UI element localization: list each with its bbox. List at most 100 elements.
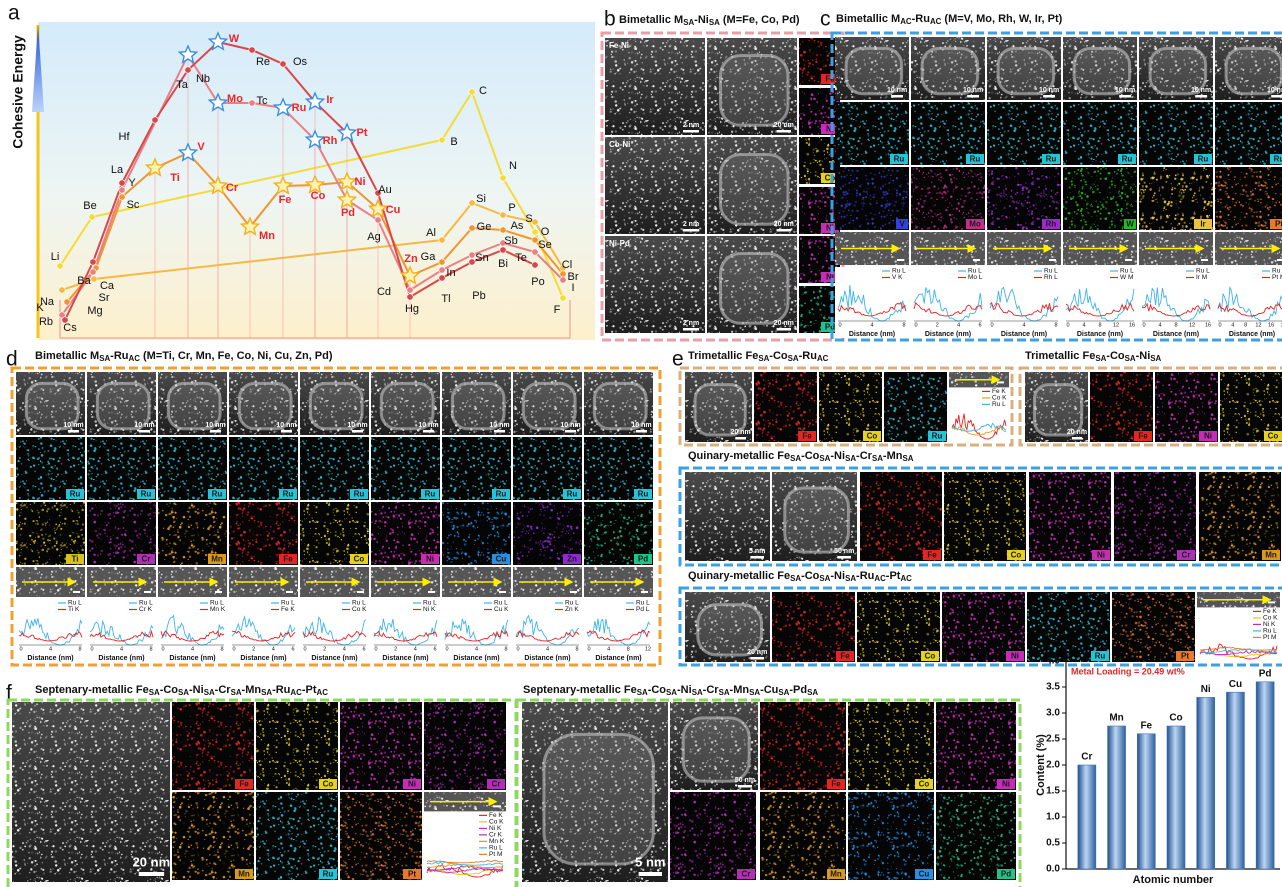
title-part: -Cr [856, 450, 873, 462]
annotation: Metal Loading = 20.49 wt% [1071, 666, 1185, 676]
element-label: Ti [170, 172, 180, 184]
element-tag: Cu [919, 870, 930, 879]
element-label: Te [515, 252, 527, 264]
scale-bar [357, 591, 364, 593]
figure: Cohesive EnergyaLiBeNaMgKCaRbSrCsBaScYLa… [0, 0, 1282, 887]
element-tag: Cr [742, 870, 751, 879]
profile-tick-label: 0 [516, 646, 519, 652]
element-tag: Ni [1002, 780, 1010, 789]
element-point [249, 100, 255, 106]
scale-bar [139, 872, 164, 876]
scale-bar-label: 10 nm [1115, 87, 1135, 94]
legend-label: Zn K [565, 606, 579, 613]
element-tag: Co [825, 174, 836, 183]
scale-bar [570, 591, 577, 593]
title-part: Septenary-metallic Fe [35, 684, 149, 696]
profile-tick-label: 6 [291, 646, 294, 652]
scale-bar [639, 872, 662, 876]
profile-x-label: Distance (nm) [453, 655, 499, 662]
scale-bar-label: 20 nm [774, 122, 794, 129]
profile-tick-label: 0 [374, 646, 377, 652]
row-label: Fe-Ni [609, 41, 629, 50]
bar [1108, 726, 1126, 869]
element-label: Mn [259, 230, 275, 242]
element-tag: Ru [70, 490, 81, 499]
element-tag: Ru [283, 490, 294, 499]
eds-map-dots [172, 702, 254, 790]
element-label: Fe [279, 194, 292, 206]
bar-category-label: Pd [1259, 668, 1272, 679]
scale-bar-label: 10 nm [963, 87, 983, 94]
particle [721, 55, 789, 125]
scale-bar [777, 328, 791, 331]
element-tag: Ni [1011, 652, 1019, 661]
particle [1034, 385, 1081, 435]
element-label: F [554, 304, 561, 316]
scale-bar [1268, 601, 1275, 603]
bar [1137, 734, 1155, 869]
panel-title: Septenary-metallic FeSA-CoSA-NiSA-CrSA-M… [523, 684, 818, 697]
title-part: -Ru [110, 350, 128, 362]
element-label: Se [538, 239, 551, 251]
element-point [439, 237, 445, 243]
profile-tick-label: 4 [343, 646, 346, 652]
title-part: -Co [801, 450, 820, 462]
scale-bar [967, 95, 979, 98]
element-point [560, 295, 566, 301]
element-label: Zn [404, 253, 418, 265]
scale-bar [215, 591, 222, 593]
scale-bar-label: 20 nm [731, 429, 751, 436]
profile-x-label: Distance (nm) [98, 655, 144, 662]
title-subscript: AC [317, 688, 329, 697]
profile-tick-label: 0 [232, 646, 235, 652]
profile-tick-label: 12 [1255, 322, 1261, 328]
profile-tick-label: 4 [546, 646, 549, 652]
element-label: In [446, 267, 455, 279]
scale-bar [1125, 259, 1132, 261]
scale-bar-label: 5 nm [749, 548, 765, 555]
scale-bar [891, 95, 903, 98]
profile-tick-label: 4 [1158, 322, 1161, 328]
profile-tick-label: 4 [607, 646, 610, 652]
title-subscript: SA [790, 574, 801, 583]
profile-tick-label: 16 [1129, 322, 1135, 328]
element-tag: Fe [831, 780, 841, 789]
profile-tick-label: 4 [957, 322, 960, 328]
title-part: -Pd [789, 684, 807, 696]
element-label: Ga [421, 251, 437, 263]
element-label: Sn [475, 252, 488, 264]
title-part: -Co [648, 684, 667, 696]
particle [721, 253, 789, 323]
title-subscript: SA [778, 688, 789, 697]
element-label: Ni [355, 176, 366, 188]
eds-map-dots [848, 792, 934, 880]
scale-bar-label: 10 nm [1267, 87, 1282, 94]
legend-label: Ir M [1196, 274, 1207, 281]
element-tag: Cu [496, 555, 507, 564]
element-point [500, 227, 506, 233]
element-tag: Ni [1097, 551, 1105, 560]
title-subscript: SA [790, 454, 801, 463]
element-label: Mo [227, 93, 243, 105]
title-subscript: AC [290, 688, 302, 697]
element-tag: Fe [802, 432, 812, 441]
profile-tick-label: 0 [838, 322, 841, 328]
eds-map-dots [424, 702, 506, 790]
element-label: La [111, 164, 124, 176]
profile-tick-label: 12 [1113, 322, 1119, 328]
scale-bar-label: 20 nm [774, 320, 794, 327]
scale-bar-label: 10 nm [134, 422, 154, 429]
element-tag: Co [1268, 432, 1279, 441]
title-subscript: SA [788, 354, 799, 363]
title-part: -Ru [912, 13, 930, 25]
scale-bar [1271, 95, 1282, 98]
legend-label: Rh L [1044, 274, 1058, 281]
scale-bar [144, 591, 151, 593]
profile-tick-label: 4 [191, 646, 194, 652]
legend-label: Mn K [210, 606, 226, 613]
scale-bar [683, 130, 699, 133]
element-label: K [36, 302, 44, 314]
y-tick-label: 0.0 [1046, 864, 1060, 875]
scale-bar [997, 381, 1004, 383]
element-tag: Ru [567, 490, 578, 499]
